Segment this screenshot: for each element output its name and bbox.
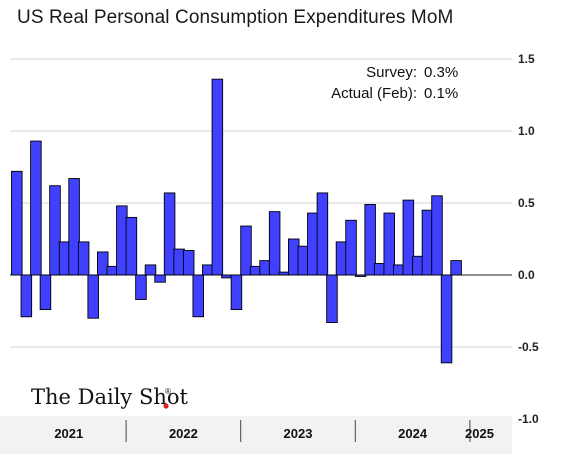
bar bbox=[125, 216, 138, 276]
bar bbox=[259, 260, 271, 276]
bar bbox=[211, 78, 224, 276]
bar bbox=[421, 209, 434, 276]
bar bbox=[202, 264, 214, 276]
bar bbox=[77, 241, 90, 276]
watermark-dot bbox=[163, 403, 169, 409]
bar bbox=[154, 274, 166, 283]
bar bbox=[345, 219, 357, 276]
bar bbox=[39, 274, 52, 311]
x-axis-band bbox=[0, 416, 512, 454]
bar bbox=[393, 264, 405, 276]
y-tick-label: -0.5 bbox=[518, 340, 539, 354]
bar bbox=[364, 203, 376, 276]
bar bbox=[87, 274, 99, 319]
y-tick-label: 0.0 bbox=[518, 268, 535, 282]
bar bbox=[163, 192, 176, 276]
bar bbox=[230, 274, 243, 311]
x-axis: 2021 2022 2023 2024 2025 bbox=[54, 420, 494, 442]
bar bbox=[383, 212, 396, 276]
bar bbox=[144, 264, 157, 276]
bar bbox=[58, 241, 71, 276]
bar bbox=[20, 274, 33, 318]
x-tick-label: 2024 bbox=[398, 426, 428, 441]
bar bbox=[68, 178, 80, 276]
bar bbox=[116, 205, 128, 276]
watermark-text: The Daily Shot bbox=[31, 385, 189, 409]
bar bbox=[354, 274, 367, 277]
bar bbox=[240, 225, 252, 276]
bar bbox=[316, 192, 329, 276]
grid-lines bbox=[10, 58, 512, 348]
x-tick-label: 2025 bbox=[465, 426, 494, 441]
bar bbox=[288, 238, 300, 276]
x-tick-label: 2021 bbox=[54, 426, 83, 441]
x-tick-label: 2023 bbox=[284, 426, 313, 441]
bar bbox=[173, 248, 185, 276]
bar bbox=[278, 271, 290, 276]
watermark-registered-mark: ® bbox=[165, 387, 171, 396]
bar bbox=[297, 245, 310, 276]
bar bbox=[335, 241, 348, 276]
bar bbox=[440, 274, 453, 364]
bar bbox=[30, 140, 42, 276]
chart-title: US Real Personal Consumption Expenditure… bbox=[17, 7, 454, 28]
bar bbox=[221, 274, 233, 279]
y-tick-label: 0.5 bbox=[518, 196, 535, 210]
bar bbox=[412, 255, 424, 276]
y-axis: -1.0 -0.5 0.0 0.5 1.0 1.5 bbox=[518, 52, 539, 426]
bar bbox=[192, 274, 204, 318]
bar bbox=[135, 274, 147, 300]
bar bbox=[326, 274, 338, 323]
bar bbox=[249, 265, 262, 276]
bar bbox=[373, 263, 386, 276]
annotation-block: Survey: 0.3% Actual (Feb): 0.1% bbox=[331, 64, 458, 102]
annotation-survey-label: Survey: bbox=[366, 64, 417, 81]
bar bbox=[307, 212, 319, 276]
annotation-actual-value: 0.1% bbox=[424, 85, 458, 102]
bar bbox=[11, 170, 23, 276]
bar bbox=[96, 251, 109, 276]
bar bbox=[182, 250, 195, 276]
bar bbox=[450, 260, 462, 276]
y-tick-label: -1.0 bbox=[518, 412, 539, 426]
y-tick-label: 1.5 bbox=[518, 52, 535, 66]
watermark: The Daily Shot ® bbox=[31, 385, 189, 409]
bar bbox=[268, 211, 281, 276]
annotation-actual-label: Actual (Feb): bbox=[331, 85, 417, 102]
x-tick-label: 2022 bbox=[169, 426, 198, 441]
bar bbox=[431, 195, 443, 276]
y-tick-label: 1.0 bbox=[518, 124, 535, 138]
bars bbox=[11, 78, 462, 364]
bar bbox=[106, 265, 119, 276]
annotation-survey-value: 0.3% bbox=[424, 64, 458, 81]
bar bbox=[49, 185, 61, 276]
bar bbox=[402, 199, 415, 276]
